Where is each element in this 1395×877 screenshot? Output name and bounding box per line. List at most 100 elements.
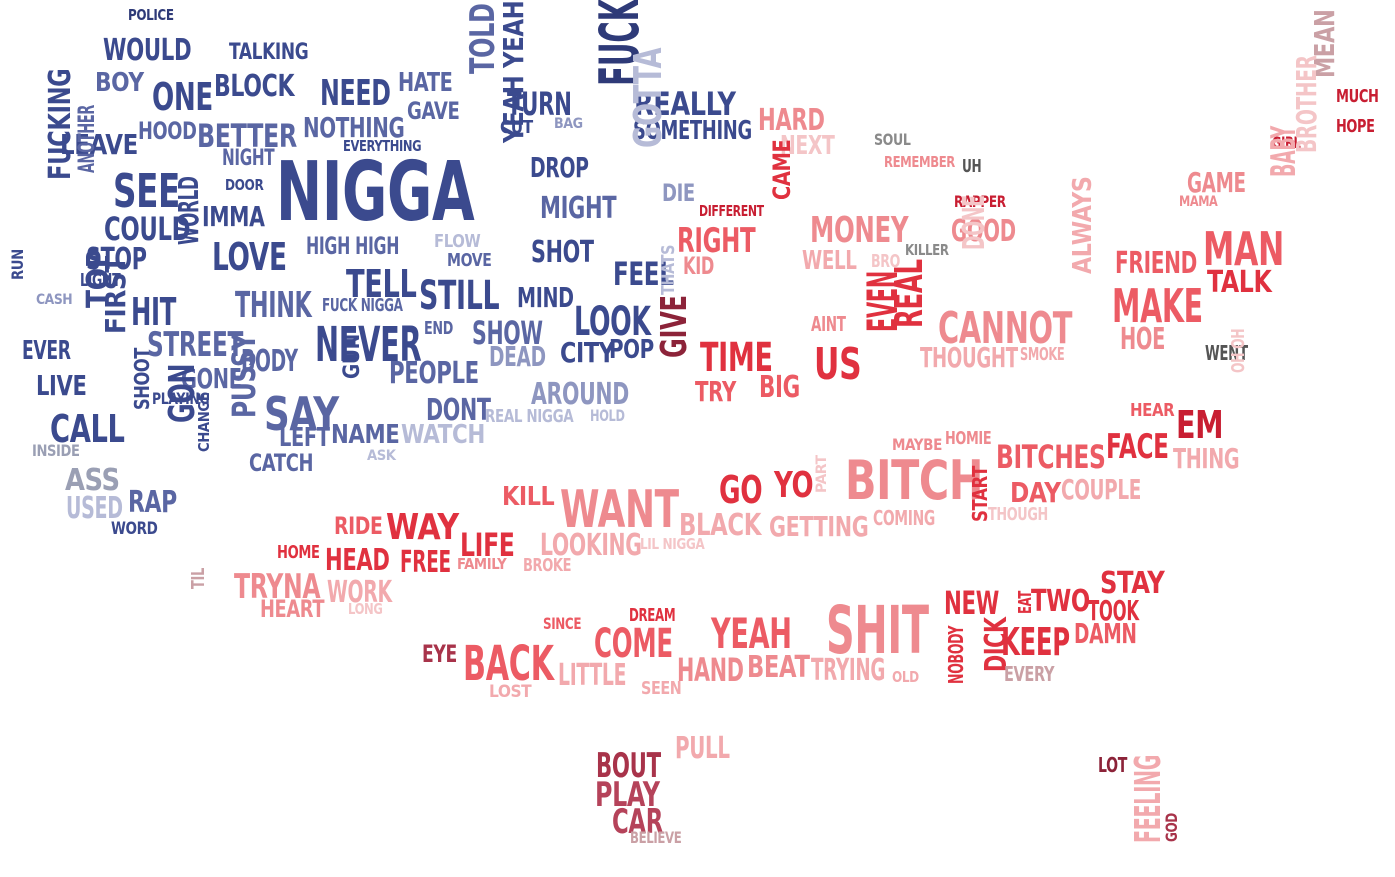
word-bro: BRO [871,251,900,272]
word-hate: HATE [398,68,453,98]
word-maybe: MAYBE [892,435,942,454]
word-every: EVERY [1004,662,1055,686]
word-believe: BELIEVE [630,828,682,847]
word-nigga: NIGGA [276,145,475,240]
word-em: EM [1176,403,1224,447]
word-nobody: NOBODY [944,625,968,684]
word-broke: BROKE [523,555,572,576]
word-keep: KEEP [1001,620,1070,664]
word-love: LOVE [212,235,287,279]
word-friend: FRIEND [1115,246,1198,281]
word-imma: IMMA [202,200,265,233]
word-rapper: RAPPER [954,192,1006,211]
word-day: DAY [1010,476,1061,509]
word-tryna: TRYNA [234,567,321,607]
word-much: MUCH [1336,86,1379,107]
word-go: GO [719,468,763,512]
word-leave: LEAVE [60,128,138,161]
word-done: DONE [957,195,992,250]
word-see: SEE [113,164,180,218]
word-part: PART [814,455,830,493]
word-black: BLACK [679,508,762,543]
word-hold: HOLD [590,406,625,425]
word-city: CITY [560,336,615,369]
word-rap: RAP [128,485,177,520]
word-ride: RIDE [334,512,383,540]
word-cash: CASH [36,292,73,308]
word-think: THINK [235,285,312,326]
word-came: CAME [768,139,796,200]
word-would: WOULD [103,33,192,68]
word-night: NIGHT [222,146,275,171]
word-ass: ASS [65,463,120,498]
word-pop: POP [609,335,654,365]
word-run: RUN [8,249,27,280]
word-stop: STOP [86,242,147,277]
word-talk: TALK [1207,265,1272,300]
word-need: NEED [320,73,391,114]
word-want: WANT [560,480,679,540]
word-bag: BAG [554,116,583,132]
word-turn: TURN [507,85,572,123]
word-next: NEXT [780,131,835,161]
word-bitches: BITCHES [996,438,1106,476]
word-thats: THATS [658,244,679,295]
word-cannot: CANNOT [938,303,1073,354]
word-beat: BEAT [747,650,810,685]
word-took: TOOK [1088,594,1139,627]
word-change: CHANGE [195,392,213,452]
word-us: US [814,339,862,390]
word-give: GIVE [654,295,695,358]
word-dont: DONT [426,393,491,428]
word-little: LITTLE [558,658,627,693]
word-family: FAMILY [457,555,507,573]
word-people: PEOPLE [389,356,479,391]
word-fuck-nigga: FUCK NIGGA [322,295,403,316]
word-ever: EVER [22,336,71,366]
word-life: LIFE [460,526,515,564]
word-car: CAR [612,802,663,842]
word-nothing: NOTHING [303,111,405,144]
word-inside: INSIDE [32,441,80,460]
word-always: ALWAYS [1068,176,1098,274]
word-play: PLAY [595,775,660,815]
word-show: SHOW [472,314,543,352]
word-dead: DEAD [489,340,546,373]
word-since: SINCE [543,614,582,633]
word-home: HOME [277,542,320,563]
word-couple: COUPLE [1061,473,1141,506]
word-lost: LOST [489,682,532,702]
word-make: MAKE [1112,279,1203,333]
word-live: LIVE [36,369,87,402]
word-call: CALL [50,407,125,451]
word-dream: DREAM [629,605,676,626]
word-catch: CATCH [249,449,314,477]
word-uh: UH [962,156,982,177]
word-killer: KILLER [905,241,949,259]
word-time: TIME [700,335,773,381]
word-face: FACE [1106,427,1169,467]
word-fucking: FUCKING [43,68,78,180]
word-shoot: SHOOT [130,348,154,410]
word-high-high: HIGH HIGH [306,232,400,260]
word-everything: EVERYTHING [343,137,422,155]
word-still: STILL [419,273,500,319]
word-word: WORD [111,519,158,539]
word-told: TOLD [463,3,503,75]
word-god: GOD [1162,813,1181,842]
word-homie: HOMIE [945,428,992,449]
word-shit: SHIT [826,592,929,669]
word-shot: SHOT [531,235,594,270]
word-door: DOOR [225,176,264,194]
word-block: BLOCK [214,69,295,104]
word-way: WAY [386,507,459,548]
word-good: GOOD [951,214,1016,249]
word-pussy: PUSSY [225,333,263,418]
word-trying: TRYING [811,653,886,688]
word-real-nigga: REAL NIGGA [485,406,574,427]
word-talking: TALKING [229,40,309,65]
word-different: DIFFERENT [699,202,764,220]
word-getting: GETTING [769,510,869,543]
word-new: NEW [944,584,999,622]
word-left: LEFT [279,423,330,453]
